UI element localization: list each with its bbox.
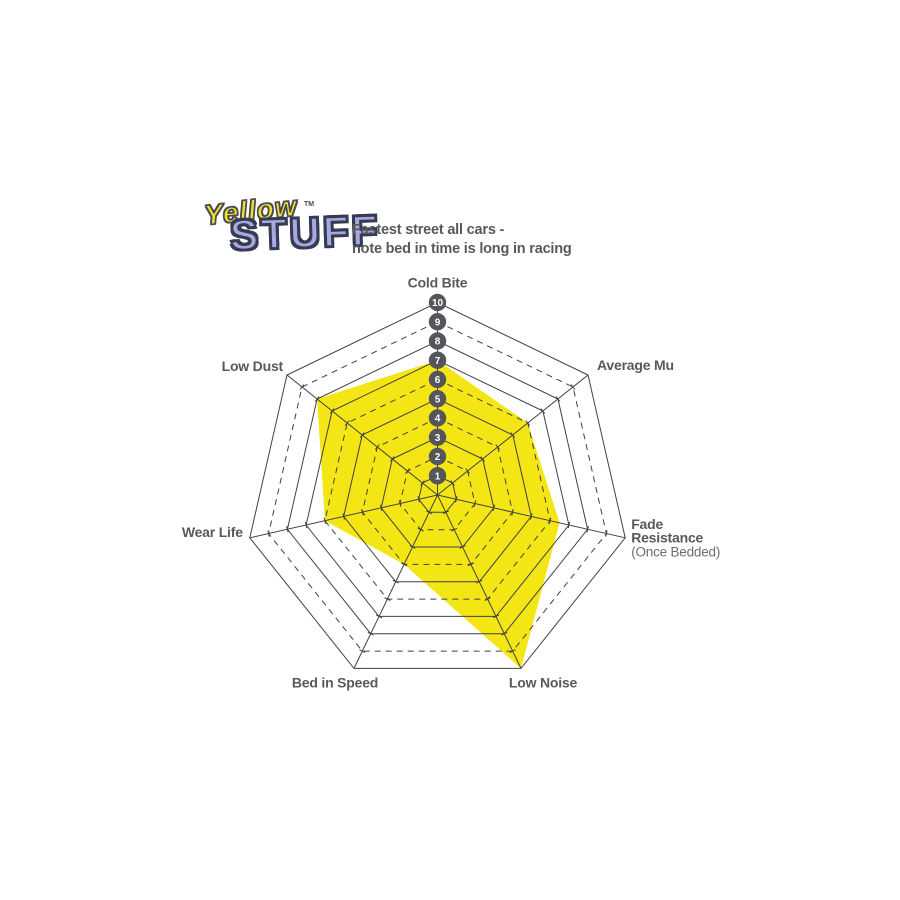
- radar-tick: [361, 508, 364, 516]
- scale-badge-label-5: 5: [435, 394, 441, 405]
- radar-tick: [480, 456, 485, 462]
- radar-tick: [367, 631, 374, 636]
- radar-tick: [359, 649, 366, 653]
- radar-tick: [450, 480, 455, 486]
- axis-label-bed-in-speed: Bed in Speed: [292, 674, 378, 690]
- axis-label-cold-bite: Cold Bite: [408, 275, 468, 291]
- radar-tick: [492, 614, 500, 619]
- radar-tick: [540, 408, 546, 414]
- scale-badge-label-10: 10: [432, 298, 444, 309]
- radar-tick: [342, 513, 345, 520]
- radar-tick: [304, 521, 308, 529]
- radar-tick: [511, 508, 514, 516]
- radar-tick: [501, 631, 508, 636]
- scale-badge-7: [428, 351, 447, 369]
- radar-tick: [286, 525, 289, 533]
- caption-line-2: note bed in time is long in racing: [352, 241, 572, 257]
- radar-tick: [473, 500, 477, 507]
- axis-label-average-mu: Average Mu: [597, 357, 674, 373]
- radar-tick: [455, 496, 458, 503]
- radar-tick: [509, 649, 516, 653]
- radar-tick: [314, 396, 320, 402]
- radar-tick: [299, 384, 305, 390]
- scale-badge-label-3: 3: [435, 433, 441, 444]
- radar-tick: [400, 562, 408, 567]
- scale-badge-label-6: 6: [435, 375, 441, 386]
- radar-ring-5: [343, 398, 532, 583]
- radar-tick: [405, 468, 410, 474]
- radar-tick: [267, 530, 270, 537]
- radar-tick: [567, 521, 571, 529]
- radar-tick: [323, 517, 327, 524]
- radar-ring-3: [380, 436, 495, 548]
- axis-label-fade-resistance: Fade Resistance (Once Bedded): [631, 516, 720, 560]
- scale-badge-1: [428, 467, 447, 485]
- radar-tick: [548, 517, 552, 524]
- radar-tick: [374, 444, 380, 450]
- scale-badge-3: [428, 428, 447, 446]
- radar-tick: [409, 545, 416, 549]
- scale-badge-4: [428, 409, 447, 427]
- yellowstuff-logo: Yellow TM STUFF: [198, 189, 382, 273]
- radar-ring-7: [305, 359, 570, 617]
- axis-label-low-noise: Low Noise: [509, 674, 578, 690]
- radar-ring-10: [249, 301, 626, 669]
- radar-tick: [586, 525, 589, 533]
- radar-tick: [484, 597, 491, 601]
- radar-value-polygon: [317, 360, 560, 669]
- scale-badge-label-9: 9: [435, 317, 441, 328]
- radar-ring-6: [324, 378, 551, 600]
- scale-badge-2: [428, 447, 447, 466]
- radar-tick: [344, 420, 350, 426]
- axis-sublabel-fade-resistance: (Once Bedded): [631, 544, 720, 559]
- radar-tick: [417, 527, 424, 532]
- scale-badge-label-7: 7: [435, 356, 441, 367]
- radar-tick: [510, 432, 516, 438]
- radar-tick: [380, 504, 383, 512]
- scale-badge-label-2: 2: [435, 452, 441, 463]
- radar-tick: [492, 504, 495, 512]
- scale-badge-label-1: 1: [435, 471, 441, 482]
- axis-label-wear-life: Wear Life: [182, 524, 243, 540]
- radar-tick: [442, 510, 449, 515]
- chart-caption: Fastest street all cars - note bed in ti…: [352, 221, 572, 259]
- radar-ring-1: [418, 475, 457, 513]
- caption-line-1: Fastest street all cars -: [352, 222, 505, 238]
- radar-tick: [398, 500, 402, 507]
- radar-ring-2: [399, 455, 476, 531]
- radar-ring-4: [361, 417, 514, 565]
- radar-tick: [359, 432, 365, 438]
- radar-tick: [384, 597, 391, 601]
- radar-tick: [495, 444, 501, 450]
- scale-badge-6: [428, 370, 447, 389]
- scale-badge-10: [428, 293, 447, 312]
- radar-tick: [417, 496, 420, 503]
- radar-tick: [459, 545, 466, 549]
- logo-trademark: TM: [304, 201, 315, 208]
- radar-tick: [420, 480, 425, 486]
- radar-tick: [525, 420, 531, 426]
- scale-badge-label-8: 8: [435, 337, 441, 348]
- radar-tick: [530, 513, 533, 520]
- scale-badge-9: [428, 313, 447, 331]
- radar-tick: [451, 527, 458, 532]
- radar-tick: [329, 408, 335, 414]
- radar-tick: [476, 579, 483, 584]
- radar-tick: [390, 456, 395, 462]
- radar-tick: [570, 384, 576, 390]
- radar-tick: [426, 510, 433, 515]
- scale-badge-8: [428, 332, 447, 350]
- scale-badge-5: [428, 390, 447, 408]
- radar-tick: [605, 530, 608, 537]
- radar-tick: [375, 614, 383, 619]
- radar-ring-8: [286, 340, 589, 635]
- radar-tick: [465, 468, 470, 474]
- scale-badge-label-4: 4: [435, 414, 441, 425]
- radar-tick: [467, 562, 475, 567]
- radar-tick: [392, 579, 399, 584]
- radar-tick: [555, 396, 561, 402]
- axis-label-low-dust: Low Dust: [222, 358, 284, 374]
